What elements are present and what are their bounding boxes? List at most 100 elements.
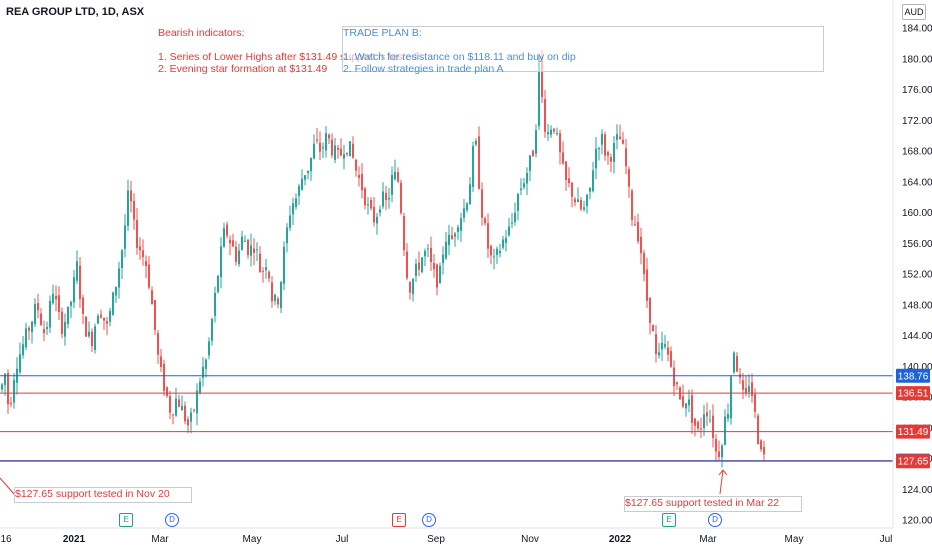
candle-body [508, 226, 510, 236]
candle-body [439, 265, 441, 284]
candle-body [208, 341, 210, 356]
candle-body [388, 198, 390, 200]
candle-body [751, 382, 753, 397]
price-tick-label: 164.00 [902, 177, 932, 188]
candle-body [277, 298, 279, 305]
candle-body [283, 246, 285, 284]
candle-body [538, 54, 540, 127]
candle-body [328, 134, 330, 139]
price-tick-label: 168.00 [902, 147, 932, 158]
support-note-right[interactable]: $127.65 support tested in Mar 22 [624, 496, 802, 512]
annotation-arrows [0, 469, 728, 495]
price-badge [896, 454, 930, 469]
candle-body [460, 218, 462, 231]
earnings-icon[interactable]: E [119, 513, 133, 527]
price-axis: 120.00124.00128.00132.00136.00140.00144.… [902, 24, 932, 527]
candle-body [586, 194, 588, 206]
candle-body [181, 405, 183, 411]
price-tick-label: 144.00 [902, 331, 932, 342]
candle-body [496, 248, 498, 255]
candle-body [97, 315, 99, 324]
candle-body [289, 215, 291, 228]
candle-body [628, 169, 630, 187]
candle-body [502, 239, 504, 248]
candle-body [325, 133, 327, 151]
time-axis: 16 2021 Mar May Jul Sep Nov 2022 Mar May Jul [0, 534, 892, 545]
candle-body [559, 133, 561, 153]
candle-body [466, 203, 468, 211]
candle-body [574, 199, 576, 203]
support-note-left[interactable]: $127.65 support tested in Nov 20 [14, 487, 192, 503]
price-tick-label: 180.00 [902, 54, 932, 65]
candle-body [730, 376, 732, 419]
candle-body [157, 333, 159, 355]
candle-body [76, 261, 78, 281]
candle-body [487, 223, 489, 249]
candle-body [409, 282, 411, 293]
candle-body [652, 325, 654, 332]
chart-title: REA GROUP LTD, 1D, ASX [6, 6, 145, 18]
candle-body [64, 321, 66, 337]
earnings-icon[interactable]: E [662, 513, 676, 527]
candle-body [217, 275, 219, 292]
price-tick-label: 120.00 [902, 516, 932, 527]
candle-body [490, 245, 492, 256]
candle-body [520, 188, 522, 191]
candle-body [646, 269, 648, 301]
candle-body [406, 251, 408, 279]
candle-body [160, 356, 162, 368]
candle-body [274, 294, 276, 301]
candle-body [163, 363, 165, 391]
candle-body [79, 265, 81, 300]
candle-body [280, 282, 282, 308]
candle-body [412, 278, 414, 295]
candle-body [139, 246, 141, 251]
candle-body [148, 264, 150, 288]
candle-body [598, 148, 600, 150]
candle-body [382, 191, 384, 207]
candle-body [697, 422, 699, 429]
price-tick-label: 124.00 [902, 485, 932, 496]
candle-body [595, 148, 597, 169]
currency-badge[interactable]: AUD [902, 4, 926, 20]
earnings-icon[interactable]: E [392, 513, 406, 527]
candle-body [370, 199, 372, 209]
price-tick-label: 140.00 [902, 362, 932, 373]
price-tick-label: 156.00 [902, 239, 932, 250]
candle-body [286, 227, 288, 244]
candle-body [556, 132, 558, 134]
candle-body [127, 190, 129, 226]
time-tick-label: May [785, 534, 804, 545]
candle-body [37, 303, 39, 311]
price-tick-label: 148.00 [902, 300, 932, 311]
candle-body [445, 241, 447, 259]
candle-body [649, 297, 651, 323]
candle-body [601, 133, 603, 145]
candle-body [196, 390, 198, 414]
candle-body [259, 253, 261, 273]
candle-body [481, 189, 483, 218]
candle-body [682, 396, 684, 407]
candle-body [706, 412, 708, 417]
candle-body [298, 186, 300, 196]
candle-body [130, 190, 132, 202]
candle-body [346, 152, 348, 155]
candle-body [214, 292, 216, 316]
trade-plan-note[interactable]: TRADE PLAN B: 1. Watch for resistance on… [342, 26, 824, 75]
candle-body [757, 415, 759, 444]
candle-body [340, 148, 342, 156]
candle-body [685, 403, 687, 409]
candle-body [517, 193, 519, 211]
dividend-icon[interactable]: D [165, 513, 179, 527]
candle-body [634, 224, 636, 226]
bearish-indicators-note[interactable]: Bearish indicators: 1. Series of Lower H… [158, 27, 417, 75]
dividend-icon[interactable]: D [708, 513, 722, 527]
candle-body [448, 234, 450, 246]
dividend-icon[interactable]: D [422, 513, 436, 527]
candle-body [25, 328, 27, 348]
candle-body [136, 220, 138, 248]
candle-body [94, 326, 96, 350]
candle-body [373, 206, 375, 223]
candle-body [376, 216, 378, 224]
